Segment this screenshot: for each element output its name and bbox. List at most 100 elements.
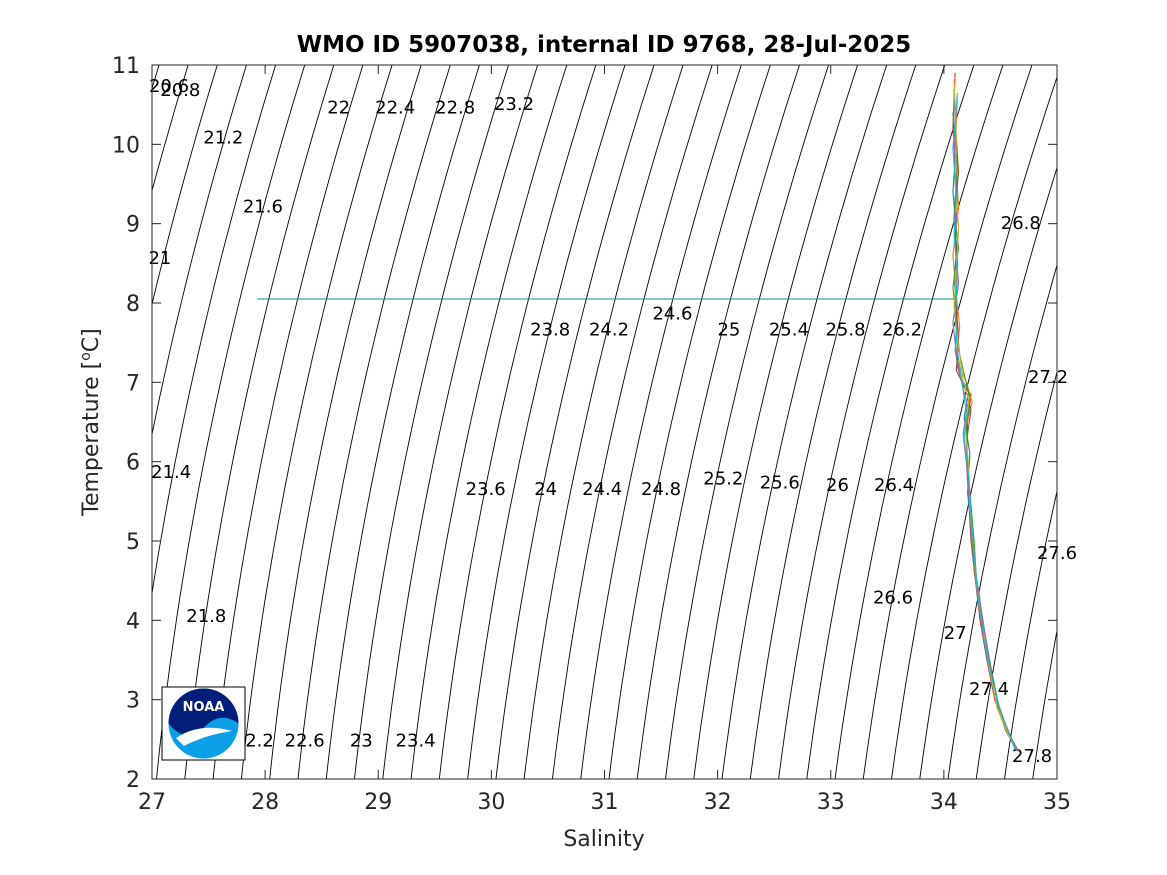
isopycnal-line xyxy=(212,65,364,779)
isopycnal-label: 26.2 xyxy=(882,319,922,340)
noaa-logo: NOAA xyxy=(161,686,246,761)
isopycnal-line xyxy=(523,65,684,779)
isopycnal-line xyxy=(806,65,975,779)
isopycnal-line xyxy=(467,65,626,779)
isopycnal-line xyxy=(240,65,393,779)
isopycnal-line xyxy=(184,65,335,779)
isopycnal-line xyxy=(608,65,771,779)
isopycnal-line xyxy=(495,65,655,779)
isopycnal-line xyxy=(975,370,1057,779)
isopycnal-line xyxy=(778,65,946,779)
isopycnal-line xyxy=(636,65,800,779)
isopycnal-line xyxy=(891,75,1057,779)
isopycnal-label: 24.8 xyxy=(641,479,681,500)
isopycnal-label: 21.4 xyxy=(151,462,191,483)
isopycnal-label: 23.6 xyxy=(466,479,506,500)
logo-gull xyxy=(176,727,232,746)
y-tick-label: 5 xyxy=(126,530,140,555)
isopycnal-lines xyxy=(0,19,1167,819)
x-tick-label: 30 xyxy=(477,790,505,815)
logo-text: NOAA xyxy=(183,700,225,715)
isopycnal-line xyxy=(693,65,859,779)
isopycnal-label: 24.2 xyxy=(589,319,629,340)
isopycnal-label: 25.8 xyxy=(825,319,865,340)
isopycnal-line xyxy=(152,65,189,193)
isopycnal-label: 27.8 xyxy=(1012,746,1052,767)
isopycnal-label: 27.2 xyxy=(1028,367,1068,388)
isopycnal-line xyxy=(1056,19,1167,819)
y-tick-label: 3 xyxy=(126,689,140,714)
isopycnal-line xyxy=(297,65,451,779)
isopycnal-label: 25 xyxy=(717,319,740,340)
x-tick-label: 31 xyxy=(591,790,619,815)
isopycnal-label: 24 xyxy=(534,479,557,500)
isopycnal-line xyxy=(749,65,917,779)
isopycnal-label: 23.2 xyxy=(494,94,534,115)
isopycnal-line xyxy=(354,65,509,779)
isopycnal-label: 26.4 xyxy=(874,475,914,496)
y-tick-label: 4 xyxy=(126,609,140,634)
isopycnal-label: 22.8 xyxy=(435,97,475,118)
isopycnal-line xyxy=(919,166,1057,779)
isopycnal-line xyxy=(410,65,568,779)
isopycnal-line xyxy=(152,65,247,437)
y-tick-label: 11 xyxy=(112,54,140,79)
isopycnal-line xyxy=(1112,19,1167,819)
isopycnal-line xyxy=(0,19,57,819)
isopycnal-label: 21 xyxy=(148,248,171,269)
y-tick-label: 2 xyxy=(126,768,140,793)
isopycnal-label: 21.2 xyxy=(203,127,243,148)
isopycnal-line xyxy=(269,65,422,779)
isopycnal-label: 22.6 xyxy=(285,730,325,751)
isopycnal-line xyxy=(947,263,1057,779)
x-tick-label: 33 xyxy=(817,790,845,815)
plot-area xyxy=(152,65,1057,779)
chart-title: WMO ID 5907038, internal ID 9768, 28-Jul… xyxy=(297,32,912,58)
isopycnal-line xyxy=(721,65,888,779)
isopycnal-label: 24.6 xyxy=(652,304,692,325)
isopycnal-line xyxy=(665,65,830,779)
y-tick-label: 9 xyxy=(126,213,140,238)
isopycnal-label: 26.8 xyxy=(1001,213,1041,234)
isopycnal-label: 20.8 xyxy=(160,80,200,101)
y-tick-label: 7 xyxy=(126,371,140,396)
isopycnal-line xyxy=(862,65,1033,779)
isopycnal-label: 25.2 xyxy=(703,469,743,490)
isopycnal-line xyxy=(1084,19,1167,819)
isopycnal-line xyxy=(580,65,742,779)
isopycnal-line xyxy=(325,65,480,779)
logo-sky xyxy=(168,688,239,736)
y-tick-label: 8 xyxy=(126,292,140,317)
isopycnal-line xyxy=(438,65,597,779)
isopycnal-line xyxy=(152,65,277,597)
x-tick-label: 27 xyxy=(138,790,166,815)
isopycnal-label: 25.6 xyxy=(760,473,800,494)
isopycnal-labels: 20.620.82121.221.421.621.82222.222.422.6… xyxy=(148,76,1077,767)
x-axis-ticks: 27 28 29 30 31 32 33 34 35 xyxy=(138,65,1071,815)
isopycnal-line xyxy=(382,65,539,779)
isopycnal-label: 22 xyxy=(327,97,350,118)
y-tick-label: 6 xyxy=(126,451,140,476)
x-axis-label: Salinity xyxy=(563,827,644,852)
isopycnal-line xyxy=(551,65,713,779)
y-axis-label: Temperature [oC] xyxy=(78,328,104,516)
isopycnal-label: 27 xyxy=(944,623,967,644)
isopycnal-line xyxy=(1140,19,1167,819)
profile-lines xyxy=(952,72,1019,752)
x-tick-label: 29 xyxy=(364,790,392,815)
x-tick-label: 32 xyxy=(704,790,732,815)
isopycnal-label: 26 xyxy=(826,475,849,496)
isopycnal-label: 23.4 xyxy=(396,730,436,751)
isopycnal-label: 23.8 xyxy=(530,319,570,340)
isopycnal-label: 25.4 xyxy=(769,319,809,340)
isopycnal-label: 24.4 xyxy=(582,479,622,500)
x-tick-label: 35 xyxy=(1043,790,1071,815)
isopycnal-line xyxy=(1032,628,1057,779)
isopycnal-line xyxy=(1004,489,1057,779)
isopycnal-line xyxy=(834,65,1004,779)
isopycnal-label: 26.6 xyxy=(873,588,913,609)
isopycnal-line xyxy=(156,65,306,779)
isopycnal-label: 27.4 xyxy=(969,679,1009,700)
